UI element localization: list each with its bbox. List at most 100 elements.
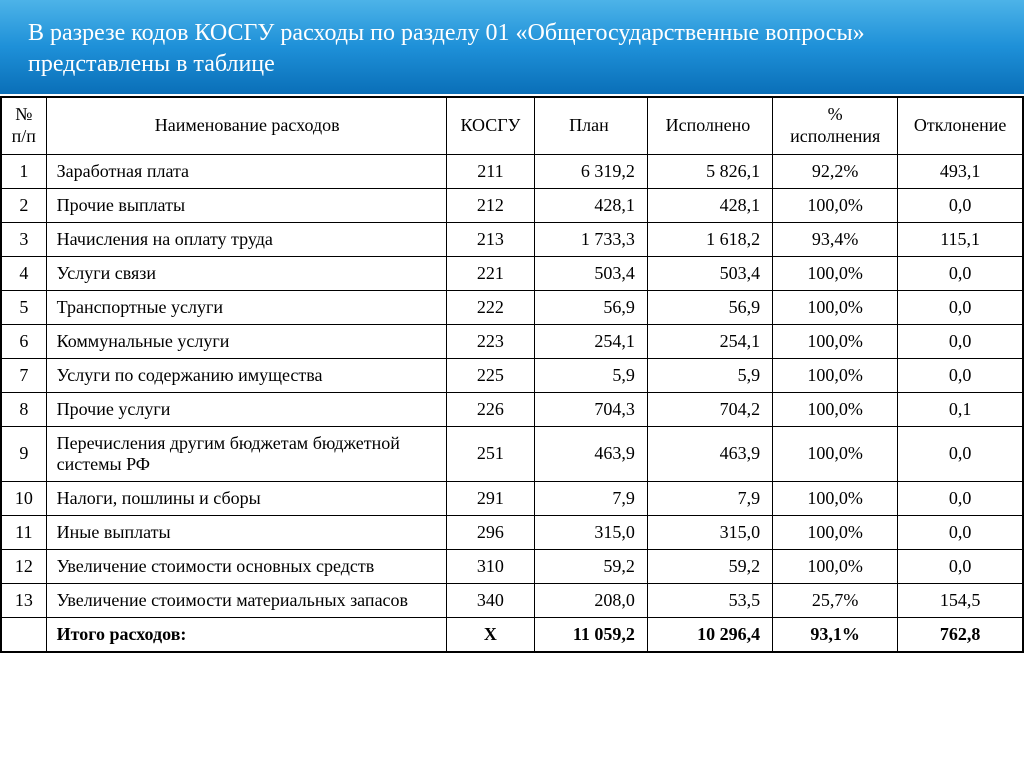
col-header-num: № п/п: [1, 97, 46, 154]
cell-kosgu: 221: [446, 256, 534, 290]
total-cell-pct: 93,1%: [773, 617, 898, 652]
header-title-line2: представлены в таблице: [28, 49, 996, 80]
cell-pct: 100,0%: [773, 188, 898, 222]
cell-executed: 315,0: [647, 515, 772, 549]
cell-deviation: 0,0: [898, 515, 1023, 549]
cell-pct: 100,0%: [773, 549, 898, 583]
cell-kosgu: 291: [446, 481, 534, 515]
cell-name: Увеличение стоимости материальных запасо…: [46, 583, 446, 617]
cell-deviation: 0,0: [898, 426, 1023, 481]
cell-pct: 100,0%: [773, 290, 898, 324]
cell-num: 11: [1, 515, 46, 549]
cell-pct: 92,2%: [773, 154, 898, 188]
cell-plan: 315,0: [535, 515, 648, 549]
cell-num: 12: [1, 549, 46, 583]
table-header: № п/п Наименование расходов КОСГУ План И…: [1, 97, 1023, 154]
cell-pct: 100,0%: [773, 256, 898, 290]
table-container: № п/п Наименование расходов КОСГУ План И…: [0, 96, 1024, 652]
cell-kosgu: 340: [446, 583, 534, 617]
cell-plan: 463,9: [535, 426, 648, 481]
cell-pct: 93,4%: [773, 222, 898, 256]
table-row: 4Услуги связи221503,4503,4100,0%0,0: [1, 256, 1023, 290]
cell-plan: 59,2: [535, 549, 648, 583]
page-header: В разрезе кодов КОСГУ расходы по разделу…: [0, 0, 1024, 96]
cell-name: Иные выплаты: [46, 515, 446, 549]
cell-name: Начисления на оплату труда: [46, 222, 446, 256]
cell-num: 6: [1, 324, 46, 358]
cell-kosgu: 226: [446, 392, 534, 426]
header-title-line1: В разрезе кодов КОСГУ расходы по разделу…: [28, 18, 996, 49]
cell-num: 2: [1, 188, 46, 222]
cell-deviation: 0,0: [898, 256, 1023, 290]
table-row: 12Увеличение стоимости основных средств3…: [1, 549, 1023, 583]
table-row: 11Иные выплаты296315,0315,0100,0%0,0: [1, 515, 1023, 549]
col-header-name: Наименование расходов: [46, 97, 446, 154]
table-row: 13Увеличение стоимости материальных запа…: [1, 583, 1023, 617]
col-header-pct: % исполнения: [773, 97, 898, 154]
cell-executed: 5,9: [647, 358, 772, 392]
cell-kosgu: 213: [446, 222, 534, 256]
cell-num: 13: [1, 583, 46, 617]
cell-plan: 428,1: [535, 188, 648, 222]
cell-num: 5: [1, 290, 46, 324]
cell-executed: 463,9: [647, 426, 772, 481]
cell-pct: 100,0%: [773, 392, 898, 426]
table-row: 9Перечисления другим бюджетам бюджетной …: [1, 426, 1023, 481]
cell-executed: 503,4: [647, 256, 772, 290]
cell-num: 1: [1, 154, 46, 188]
cell-deviation: 115,1: [898, 222, 1023, 256]
cell-pct: 100,0%: [773, 358, 898, 392]
table-row: 8Прочие услуги226704,3704,2100,0%0,1: [1, 392, 1023, 426]
table-row: 1Заработная плата2116 319,25 826,192,2%4…: [1, 154, 1023, 188]
cell-executed: 53,5: [647, 583, 772, 617]
cell-executed: 5 826,1: [647, 154, 772, 188]
cell-deviation: 0,0: [898, 324, 1023, 358]
cell-executed: 704,2: [647, 392, 772, 426]
cell-pct: 100,0%: [773, 426, 898, 481]
cell-plan: 503,4: [535, 256, 648, 290]
cell-deviation: 154,5: [898, 583, 1023, 617]
total-cell-num: [1, 617, 46, 652]
table-row: 5Транспортные услуги22256,956,9100,0%0,0: [1, 290, 1023, 324]
cell-num: 7: [1, 358, 46, 392]
cell-kosgu: 222: [446, 290, 534, 324]
cell-name: Услуги связи: [46, 256, 446, 290]
cell-pct: 100,0%: [773, 515, 898, 549]
cell-deviation: 493,1: [898, 154, 1023, 188]
col-header-kosgu: КОСГУ: [446, 97, 534, 154]
cell-name: Прочие выплаты: [46, 188, 446, 222]
cell-plan: 7,9: [535, 481, 648, 515]
cell-name: Транспортные услуги: [46, 290, 446, 324]
cell-kosgu: 251: [446, 426, 534, 481]
cell-plan: 5,9: [535, 358, 648, 392]
cell-name: Заработная плата: [46, 154, 446, 188]
cell-plan: 56,9: [535, 290, 648, 324]
cell-plan: 6 319,2: [535, 154, 648, 188]
cell-kosgu: 212: [446, 188, 534, 222]
cell-executed: 7,9: [647, 481, 772, 515]
total-cell-plan: 11 059,2: [535, 617, 648, 652]
cell-num: 4: [1, 256, 46, 290]
table-header-row: № п/п Наименование расходов КОСГУ План И…: [1, 97, 1023, 154]
cell-executed: 1 618,2: [647, 222, 772, 256]
cell-kosgu: 223: [446, 324, 534, 358]
cell-name: Налоги, пошлины и сборы: [46, 481, 446, 515]
table-body: 1Заработная плата2116 319,25 826,192,2%4…: [1, 154, 1023, 652]
cell-kosgu: 211: [446, 154, 534, 188]
cell-name: Увеличение стоимости основных средств: [46, 549, 446, 583]
cell-plan: 1 733,3: [535, 222, 648, 256]
cell-kosgu: 296: [446, 515, 534, 549]
table-row: 7Услуги по содержанию имущества2255,95,9…: [1, 358, 1023, 392]
total-cell-executed: 10 296,4: [647, 617, 772, 652]
cell-pct: 25,7%: [773, 583, 898, 617]
col-header-plan: План: [535, 97, 648, 154]
cell-deviation: 0,0: [898, 549, 1023, 583]
cell-executed: 56,9: [647, 290, 772, 324]
cell-num: 3: [1, 222, 46, 256]
cell-executed: 428,1: [647, 188, 772, 222]
cell-pct: 100,0%: [773, 481, 898, 515]
cell-pct: 100,0%: [773, 324, 898, 358]
cell-num: 10: [1, 481, 46, 515]
cell-deviation: 0,1: [898, 392, 1023, 426]
cell-deviation: 0,0: [898, 290, 1023, 324]
